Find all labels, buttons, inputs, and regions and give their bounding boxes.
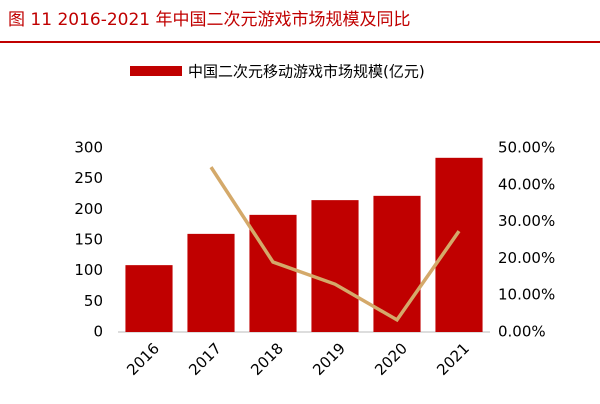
legend-label: 中国二次元移动游戏市场规模(亿元) — [188, 63, 425, 81]
bar — [125, 265, 173, 332]
bar — [249, 214, 297, 332]
y-tick-label: 100 — [74, 261, 103, 279]
y2-tick-label: 0.00% — [498, 323, 546, 341]
bar — [187, 233, 235, 332]
y2-tick-label: 50.00% — [498, 139, 555, 157]
chart-title: 图 11 2016-2021 年中国二次元游戏市场规模及同比 — [8, 10, 411, 30]
y-tick-label: 0 — [93, 323, 103, 341]
x-tick-label: 2019 — [309, 339, 349, 379]
y-tick-label: 200 — [74, 200, 103, 218]
y2-tick-label: 10.00% — [498, 286, 555, 304]
y-tick-label: 50 — [84, 292, 103, 310]
bar — [435, 157, 483, 332]
y-tick-label: 300 — [74, 139, 103, 157]
y2-tick-label: 20.00% — [498, 249, 555, 267]
y-tick-label: 250 — [74, 169, 103, 187]
line — [209, 166, 461, 323]
x-tick-label: 2020 — [371, 339, 411, 379]
x-tick-label: 2016 — [123, 339, 163, 379]
bar — [311, 200, 359, 332]
x-tick-label: 2018 — [247, 339, 287, 379]
x-tick-label: 2017 — [185, 339, 225, 379]
legend-swatch — [130, 66, 182, 76]
y2-tick-label: 40.00% — [498, 175, 555, 193]
y2-tick-label: 30.00% — [498, 212, 555, 230]
y-tick-label: 150 — [74, 231, 103, 249]
x-tick-label: 2021 — [433, 339, 473, 379]
